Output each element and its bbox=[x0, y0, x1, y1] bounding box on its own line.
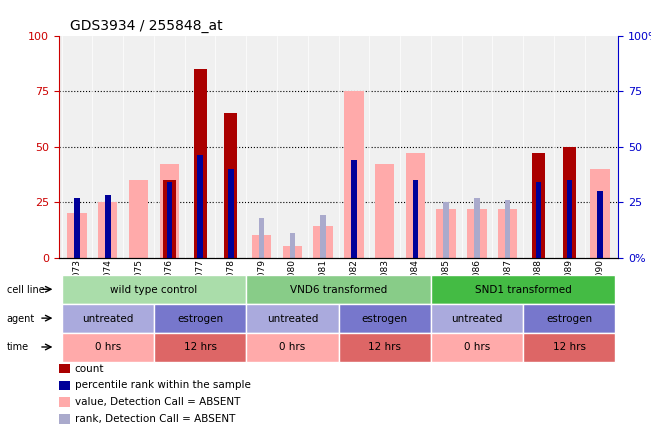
Text: percentile rank within the sample: percentile rank within the sample bbox=[75, 381, 251, 390]
Bar bbox=[259, 218, 264, 258]
Bar bbox=[351, 160, 357, 258]
Text: cell line: cell line bbox=[7, 285, 44, 295]
Bar bbox=[413, 180, 418, 258]
Text: 0 hrs: 0 hrs bbox=[279, 342, 305, 353]
Bar bbox=[290, 233, 295, 258]
Bar bbox=[159, 164, 179, 258]
Bar bbox=[67, 213, 87, 258]
Text: VND6 transformed: VND6 transformed bbox=[290, 285, 387, 295]
Bar bbox=[443, 202, 449, 258]
Bar bbox=[566, 180, 572, 258]
Text: agent: agent bbox=[7, 313, 35, 324]
Bar bbox=[283, 246, 302, 258]
Text: untreated: untreated bbox=[82, 313, 133, 324]
Bar bbox=[505, 200, 510, 258]
Bar bbox=[74, 198, 79, 258]
Text: 0 hrs: 0 hrs bbox=[94, 342, 121, 353]
Bar bbox=[98, 202, 117, 258]
Bar bbox=[252, 235, 271, 258]
Text: value, Detection Call = ABSENT: value, Detection Call = ABSENT bbox=[75, 397, 240, 407]
Bar bbox=[225, 113, 238, 258]
Bar bbox=[105, 195, 111, 258]
Bar bbox=[598, 191, 603, 258]
Text: wild type control: wild type control bbox=[110, 285, 197, 295]
Text: rank, Detection Call = ABSENT: rank, Detection Call = ABSENT bbox=[75, 414, 235, 424]
Text: 12 hrs: 12 hrs bbox=[184, 342, 217, 353]
Bar bbox=[406, 153, 425, 258]
Bar bbox=[562, 147, 575, 258]
Text: count: count bbox=[75, 364, 104, 373]
Text: GDS3934 / 255848_at: GDS3934 / 255848_at bbox=[70, 19, 223, 33]
Bar bbox=[320, 215, 326, 258]
Text: untreated: untreated bbox=[267, 313, 318, 324]
Bar bbox=[498, 209, 518, 258]
Text: 12 hrs: 12 hrs bbox=[368, 342, 401, 353]
Text: time: time bbox=[7, 342, 29, 353]
Text: 12 hrs: 12 hrs bbox=[553, 342, 586, 353]
Text: estrogen: estrogen bbox=[177, 313, 223, 324]
Text: SND1 transformed: SND1 transformed bbox=[475, 285, 572, 295]
Bar bbox=[590, 169, 610, 258]
Bar bbox=[228, 169, 234, 258]
Bar bbox=[467, 209, 487, 258]
Bar bbox=[436, 209, 456, 258]
Bar bbox=[375, 164, 395, 258]
Bar bbox=[197, 155, 202, 258]
Text: estrogen: estrogen bbox=[546, 313, 592, 324]
Bar bbox=[74, 198, 79, 258]
Bar bbox=[344, 91, 364, 258]
Bar bbox=[163, 180, 176, 258]
Bar bbox=[536, 182, 541, 258]
Bar bbox=[475, 198, 480, 258]
Bar bbox=[167, 182, 172, 258]
Bar bbox=[313, 226, 333, 258]
Bar bbox=[532, 153, 545, 258]
Bar bbox=[193, 69, 206, 258]
Text: estrogen: estrogen bbox=[361, 313, 408, 324]
Text: untreated: untreated bbox=[451, 313, 503, 324]
Bar bbox=[129, 180, 148, 258]
Bar bbox=[105, 195, 111, 258]
Text: 0 hrs: 0 hrs bbox=[464, 342, 490, 353]
